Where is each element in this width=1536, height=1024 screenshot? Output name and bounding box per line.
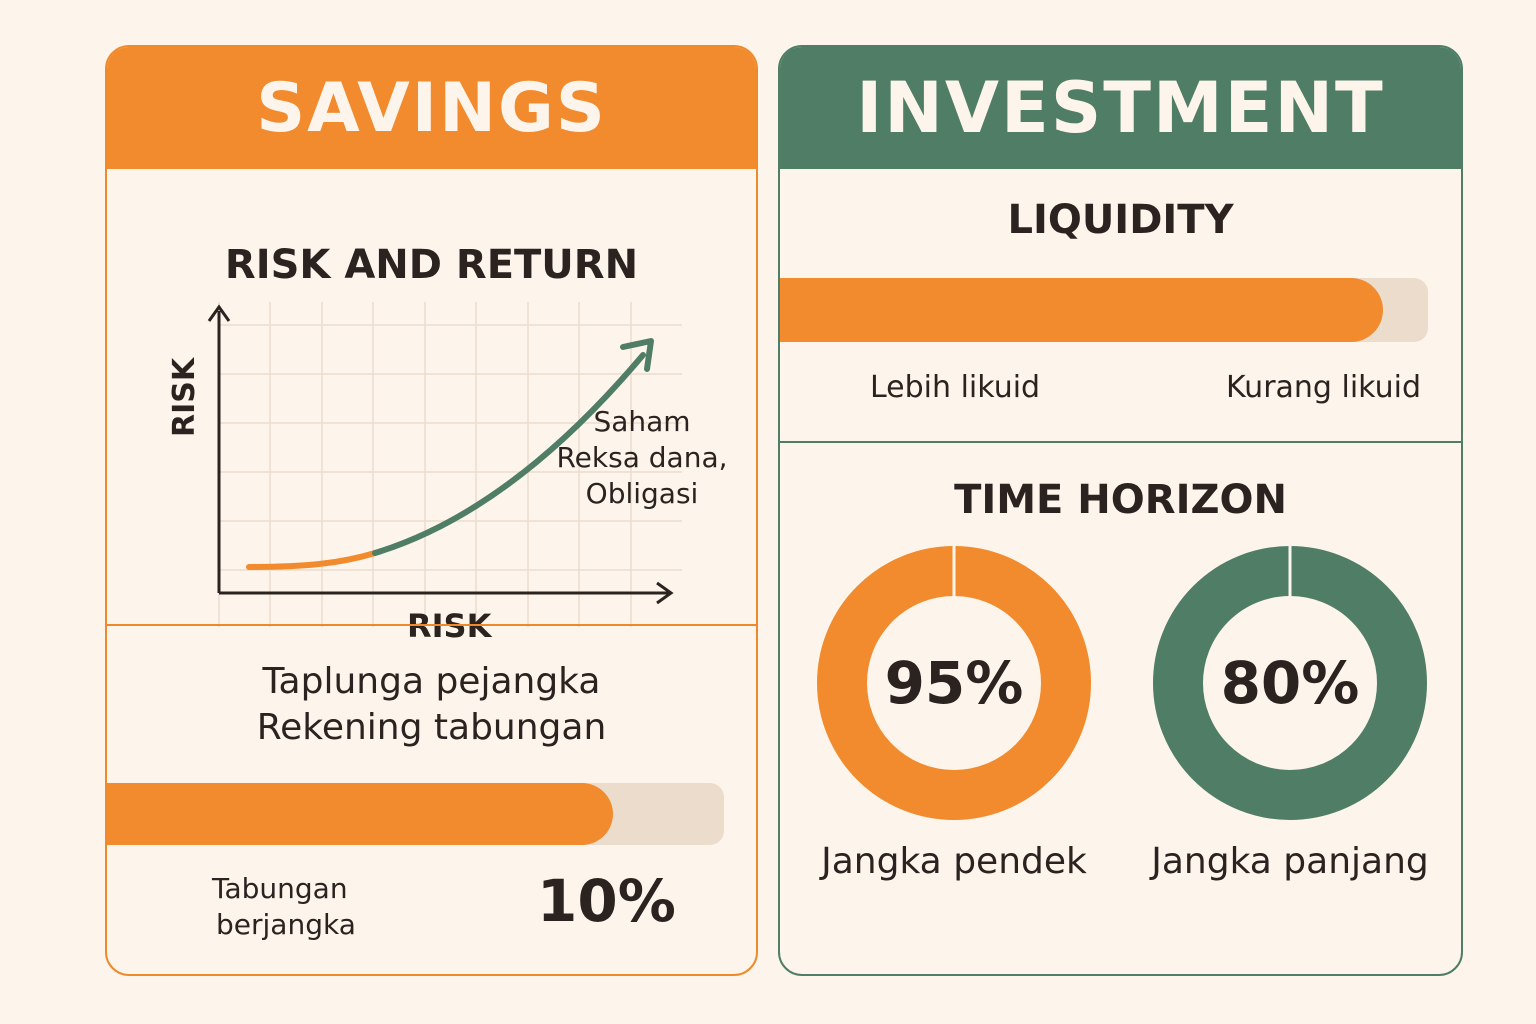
risk-return-title: RISK AND RETURN — [224, 242, 639, 288]
liquidity-bar-fill — [780, 278, 1383, 342]
product-line: Rekening tabungan — [256, 707, 607, 748]
savings-card: SAVINGS RISK AND RETURN — [105, 45, 758, 976]
annotation-line: Obligasi — [585, 477, 699, 510]
bar-label-line: berjangka — [216, 908, 356, 941]
donut-short-term — [817, 545, 1091, 820]
x-axis-arrow-icon — [656, 581, 674, 605]
chart-axes — [207, 304, 674, 605]
liquidity-right-label: Kurang likuid — [1226, 370, 1422, 405]
savings-divider — [107, 624, 756, 626]
chart-annotation: Saham Reksa dana, Obligasi — [537, 404, 747, 512]
liquidity-bar-track — [780, 278, 1428, 342]
savings-products: Taplunga pejangka Rekening tabungan — [107, 659, 756, 751]
donut-short-term-label: Jangka pendek — [821, 841, 1087, 882]
donut-long-term — [1153, 545, 1427, 820]
x-axis-label: RISK — [407, 607, 492, 645]
curve-high-segment — [372, 352, 646, 556]
y-axis-label: RISK — [167, 357, 202, 437]
investment-header: INVESTMENT — [780, 47, 1461, 169]
savings-bar-fill — [107, 783, 613, 845]
y-axis-arrow-icon — [207, 304, 231, 322]
savings-bar-track — [107, 783, 724, 845]
donut-short-term-value: 95% — [884, 649, 1024, 717]
investment-divider — [780, 441, 1461, 443]
savings-header: SAVINGS — [107, 47, 756, 169]
donut-long-term-label: Jangka panjang — [1151, 841, 1429, 882]
savings-bar-label: Tabungan berjangka — [212, 871, 356, 943]
donut-long-term-value: 80% — [1220, 649, 1360, 717]
annotation-line: Reksa dana, — [556, 441, 728, 474]
liquidity-left-label: Lebih likuid — [870, 370, 1041, 405]
savings-bar-value: 10% — [537, 867, 676, 935]
investment-card: INVESTMENT LIQUIDITY Lebih likuid Kurang… — [778, 45, 1463, 976]
product-line: Taplunga pejangka — [262, 661, 601, 702]
liquidity-title: LIQUIDITY — [1007, 197, 1234, 243]
risk-return-chart — [207, 302, 682, 627]
curve-low-segment — [246, 550, 378, 570]
annotation-line: Saham — [593, 405, 691, 438]
time-horizon-title: TIME HORIZON — [954, 477, 1287, 523]
curve-arrowhead-icon — [620, 338, 654, 372]
bar-label-line: Tabungan — [212, 872, 348, 905]
